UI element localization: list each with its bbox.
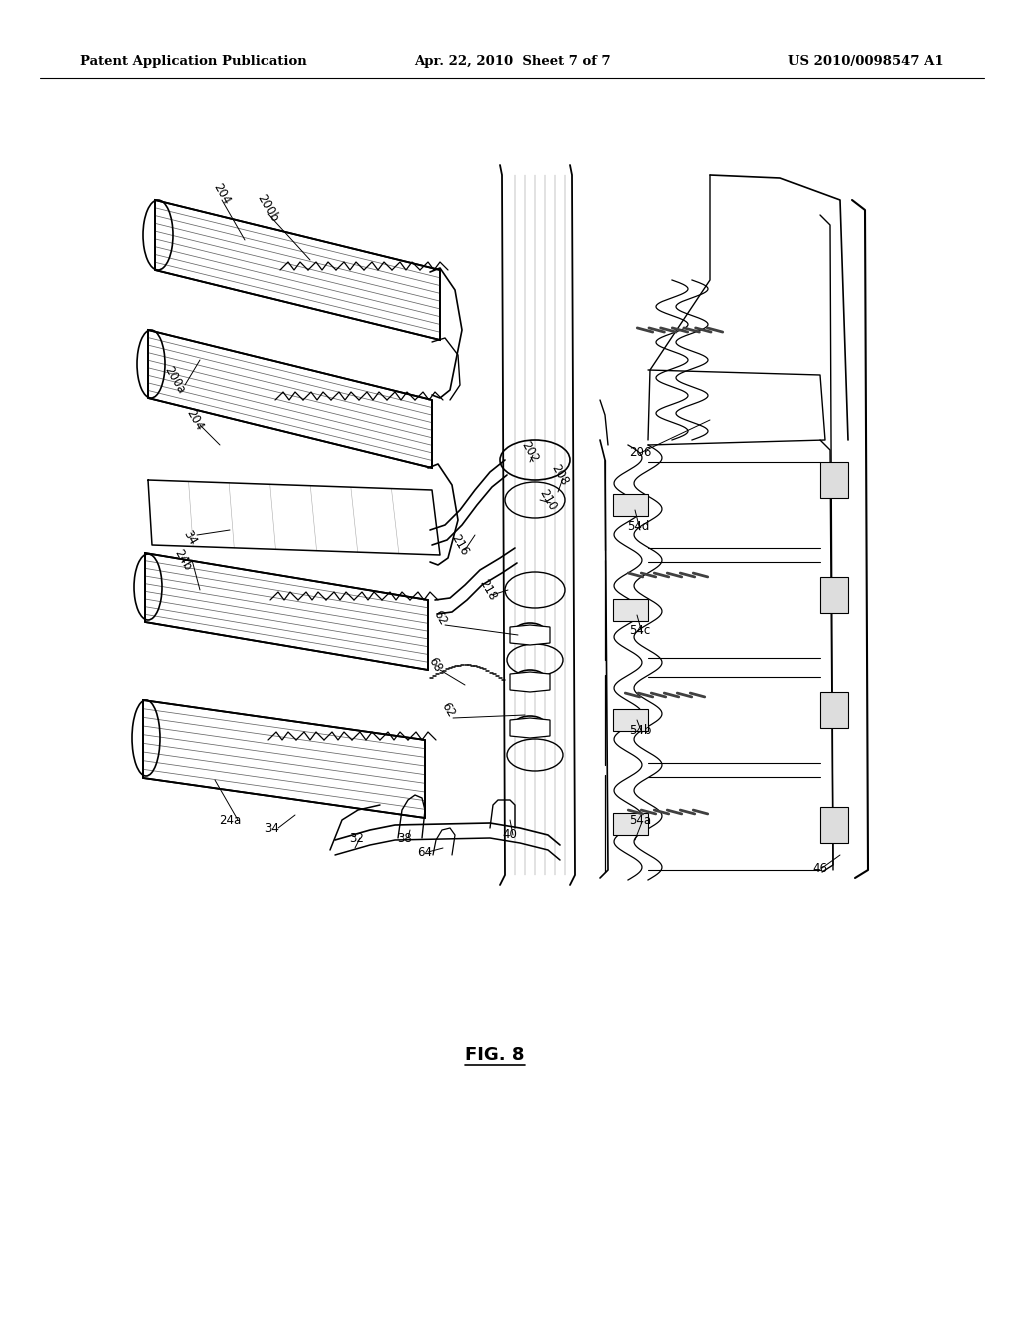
Text: Apr. 22, 2010  Sheet 7 of 7: Apr. 22, 2010 Sheet 7 of 7 — [414, 55, 610, 69]
Polygon shape — [820, 807, 848, 843]
Text: 204: 204 — [211, 181, 233, 207]
Text: 40: 40 — [503, 829, 517, 842]
Text: 54a: 54a — [629, 813, 651, 826]
Polygon shape — [612, 709, 647, 731]
Polygon shape — [148, 330, 432, 469]
Text: 200b: 200b — [255, 191, 281, 224]
Text: 218: 218 — [477, 577, 500, 603]
Polygon shape — [510, 718, 550, 738]
Polygon shape — [820, 692, 848, 729]
Text: 210: 210 — [537, 487, 559, 513]
Text: 202: 202 — [519, 440, 542, 465]
Polygon shape — [143, 700, 425, 818]
Text: 38: 38 — [397, 832, 413, 845]
Text: 62: 62 — [438, 700, 458, 719]
Polygon shape — [612, 494, 647, 516]
Polygon shape — [155, 201, 440, 341]
Text: 34: 34 — [264, 821, 280, 834]
Text: 204: 204 — [183, 407, 206, 433]
Text: 64: 64 — [418, 846, 432, 858]
Text: 32: 32 — [349, 832, 365, 845]
Polygon shape — [510, 624, 550, 645]
Text: 24a: 24a — [219, 813, 241, 826]
Text: 24b: 24b — [172, 546, 195, 573]
Text: 46: 46 — [812, 862, 827, 874]
Text: 208: 208 — [549, 462, 571, 488]
Text: 200a: 200a — [162, 364, 188, 396]
Polygon shape — [612, 813, 647, 834]
Polygon shape — [510, 672, 550, 692]
Text: 54b: 54b — [629, 723, 651, 737]
Text: 34: 34 — [180, 528, 200, 548]
Text: 216: 216 — [449, 532, 471, 558]
Text: 54c: 54c — [630, 623, 650, 636]
Text: 68: 68 — [426, 655, 444, 675]
Polygon shape — [612, 599, 647, 620]
Polygon shape — [145, 553, 428, 671]
Text: Patent Application Publication: Patent Application Publication — [80, 55, 307, 69]
Text: 54d: 54d — [627, 520, 649, 533]
Polygon shape — [820, 577, 848, 612]
Text: US 2010/0098547 A1: US 2010/0098547 A1 — [788, 55, 944, 69]
Text: 62: 62 — [431, 609, 450, 628]
Text: 206: 206 — [629, 446, 651, 459]
Polygon shape — [820, 462, 848, 498]
Text: FIG. 8: FIG. 8 — [465, 1045, 524, 1064]
